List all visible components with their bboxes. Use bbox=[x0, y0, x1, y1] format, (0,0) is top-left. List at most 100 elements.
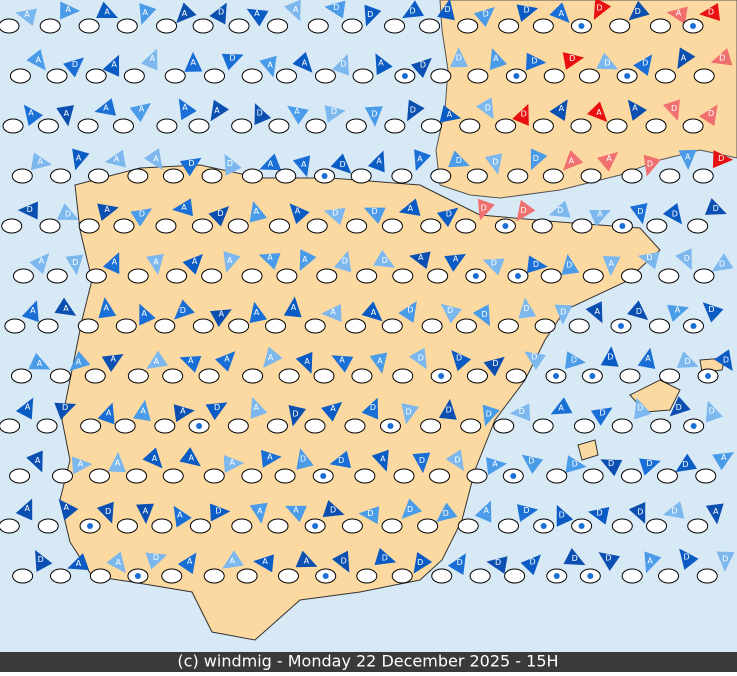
wind-arrow bbox=[587, 506, 610, 525]
station bbox=[611, 418, 633, 434]
ibiza bbox=[577, 439, 599, 461]
wind-letter: D bbox=[371, 109, 377, 118]
wind-letter: A bbox=[25, 504, 31, 513]
rain-drop bbox=[619, 223, 626, 229]
station bbox=[85, 68, 107, 84]
wind-arrow bbox=[550, 397, 573, 415]
wind-arrow bbox=[699, 104, 718, 127]
wind-arrow bbox=[358, 506, 380, 525]
wind-letter: D bbox=[524, 6, 530, 15]
station bbox=[267, 18, 289, 34]
wind-arrow bbox=[643, 154, 661, 177]
station bbox=[227, 418, 249, 434]
wind-arrow bbox=[437, 0, 455, 21]
wind-arrow bbox=[637, 347, 656, 370]
station bbox=[682, 118, 704, 134]
wind-arrow bbox=[373, 249, 396, 268]
station bbox=[611, 518, 633, 534]
wind-arrow bbox=[409, 251, 431, 269]
wind-letter: D bbox=[676, 403, 682, 412]
wind-arrow bbox=[367, 150, 385, 173]
wind-arrow bbox=[374, 547, 397, 566]
wind-letter: A bbox=[262, 557, 268, 566]
wind-arrow bbox=[295, 550, 318, 568]
wind-letter: D bbox=[491, 259, 497, 268]
wind-arrow bbox=[209, 309, 232, 327]
station bbox=[658, 268, 680, 284]
rain-drop bbox=[540, 523, 547, 529]
wind-letter: A bbox=[609, 259, 615, 268]
wind-letter: D bbox=[188, 159, 194, 168]
wind-letter: D bbox=[367, 509, 373, 518]
wind-arrow bbox=[364, 4, 382, 27]
wind-arrow bbox=[517, 504, 539, 522]
wind-letter: D bbox=[604, 59, 610, 68]
station bbox=[11, 368, 33, 384]
station bbox=[192, 18, 214, 34]
rain-drop bbox=[690, 423, 697, 429]
wind-arrow bbox=[486, 556, 508, 574]
station bbox=[304, 318, 326, 334]
wind-letter: D bbox=[571, 356, 577, 365]
wind-arrow bbox=[179, 157, 202, 177]
wind-letter: D bbox=[446, 405, 452, 414]
station bbox=[650, 418, 672, 434]
wind-letter: A bbox=[713, 507, 719, 516]
station bbox=[467, 68, 489, 84]
station bbox=[51, 468, 73, 484]
wind-arrow bbox=[398, 301, 417, 323]
wind-letter: A bbox=[227, 256, 233, 265]
station bbox=[620, 468, 642, 484]
wind-letter: A bbox=[645, 354, 651, 363]
station bbox=[620, 268, 642, 284]
station bbox=[582, 468, 604, 484]
station bbox=[654, 68, 676, 84]
wind-arrow bbox=[254, 103, 272, 125]
rain-drop bbox=[589, 373, 596, 379]
wind-arrow bbox=[402, 0, 424, 19]
wind-arrow bbox=[56, 105, 75, 127]
wind-arrow bbox=[600, 346, 619, 367]
wind-letter: A bbox=[76, 153, 82, 162]
wind-letter: D bbox=[685, 357, 691, 366]
wind-arrow bbox=[564, 351, 586, 370]
station bbox=[460, 418, 482, 434]
footer-text: (c) windmig - Monday 22 December 2025 - … bbox=[177, 652, 558, 671]
wind-arrow bbox=[23, 104, 44, 127]
station bbox=[46, 268, 68, 284]
wind-letter: D bbox=[636, 307, 642, 316]
wind-letter: D bbox=[486, 410, 492, 419]
station bbox=[154, 318, 176, 334]
wind-arrow bbox=[60, 1, 81, 20]
station bbox=[582, 268, 604, 284]
wind-letter: D bbox=[566, 260, 572, 269]
station bbox=[493, 418, 515, 434]
wind-arrow bbox=[208, 206, 230, 227]
station bbox=[574, 418, 596, 434]
wind-letter: A bbox=[39, 257, 45, 266]
wind-letter: A bbox=[65, 5, 71, 14]
wind-letter: D bbox=[443, 509, 449, 518]
wind-arrow bbox=[597, 151, 619, 172]
wind-arrow bbox=[28, 352, 51, 370]
station bbox=[455, 318, 477, 334]
wind-letter: A bbox=[140, 406, 146, 415]
wind-letter: D bbox=[139, 209, 145, 218]
rain-drop bbox=[322, 573, 329, 579]
wind-arrow bbox=[142, 447, 163, 469]
wind-arrow bbox=[26, 450, 43, 473]
wind-letter: A bbox=[268, 159, 274, 168]
station bbox=[306, 218, 328, 234]
wind-letter: D bbox=[572, 460, 578, 469]
wind-arrow bbox=[711, 253, 734, 272]
wind-letter: D bbox=[331, 107, 337, 116]
station bbox=[346, 218, 368, 234]
wind-arrow bbox=[662, 501, 685, 519]
wind-arrow bbox=[710, 48, 733, 66]
station bbox=[241, 268, 263, 284]
station bbox=[578, 68, 600, 84]
wind-letter: A bbox=[647, 556, 653, 565]
station bbox=[420, 118, 442, 134]
wind-arrow bbox=[639, 458, 661, 476]
wind-arrow bbox=[516, 199, 536, 222]
